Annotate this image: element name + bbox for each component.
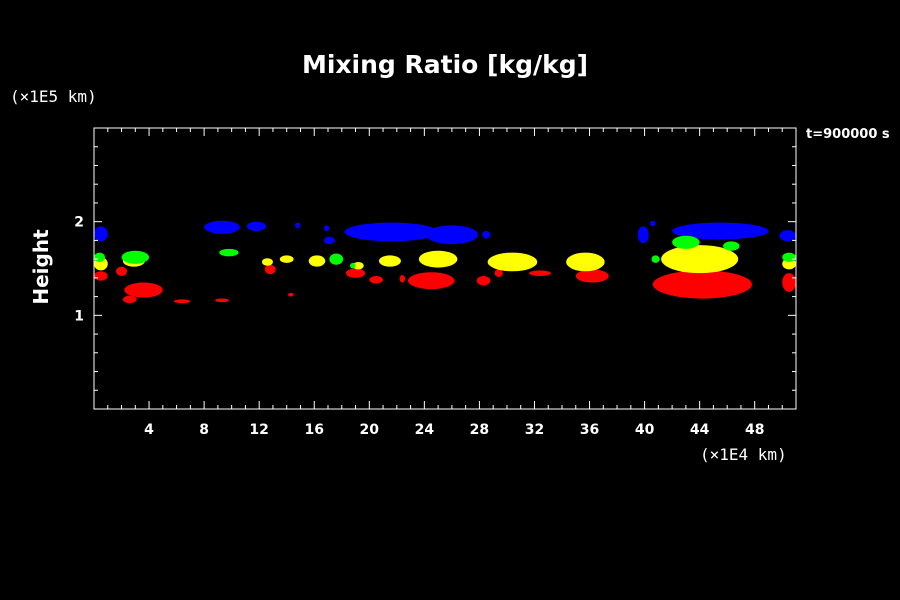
y-unit-label: (×1E5 km) [10, 87, 97, 106]
plot-frame [93, 127, 797, 410]
yellow-region [661, 245, 739, 274]
blue-region [294, 222, 301, 229]
red-region [215, 298, 229, 303]
red-region [264, 264, 276, 275]
red-region [345, 268, 366, 278]
green-region [651, 255, 660, 263]
green-region [219, 248, 239, 257]
x-tick-label: 8 [199, 422, 209, 438]
y-tick-label: 1 [74, 308, 84, 324]
x-tick-label: 24 [415, 422, 435, 438]
yellow-region [308, 255, 326, 267]
blue-region [94, 226, 108, 242]
red-region [173, 299, 191, 304]
x-tick-label: 20 [360, 422, 380, 438]
time-label: t=900000 s [806, 127, 890, 142]
red-region [369, 275, 384, 284]
x-tick-label: 40 [635, 422, 655, 438]
yellow-region [487, 252, 538, 272]
chart-title: Mixing Ratio [kg/kg] [302, 50, 588, 79]
green-region [723, 241, 740, 251]
red-region [476, 275, 491, 286]
red-region [116, 266, 128, 276]
x-tick-label: 4 [144, 422, 154, 438]
data-regions [94, 220, 797, 304]
green-region [782, 252, 797, 262]
red-region [528, 270, 551, 276]
yellow-region [352, 261, 364, 270]
yellow-region [378, 255, 401, 267]
blue-region [323, 225, 330, 232]
y-axis-label: Height [29, 229, 53, 305]
red-region [94, 271, 108, 281]
x-tick-label: 44 [690, 422, 710, 438]
blue-region [637, 226, 649, 244]
x-tick-label: 12 [249, 422, 268, 438]
x-tick-label: 48 [745, 422, 764, 438]
red-region [122, 295, 137, 304]
blue-region [425, 225, 479, 245]
green-region [672, 235, 700, 249]
blue-region [246, 221, 267, 232]
blue-region [204, 220, 240, 234]
blue-region [344, 222, 439, 242]
red-region [124, 282, 163, 298]
green-region [121, 250, 150, 264]
x-unit-label: (×1E4 km) [700, 445, 787, 464]
red-region [399, 275, 406, 283]
yellow-region [261, 258, 273, 266]
red-region [575, 269, 609, 283]
red-region [407, 272, 455, 290]
green-region [350, 262, 356, 269]
blue-region [650, 220, 656, 227]
x-tick-label: 32 [525, 422, 544, 438]
x-tick-label: 16 [304, 422, 323, 438]
green-region [329, 253, 344, 265]
red-region [652, 270, 752, 299]
x-tick-label: 28 [470, 422, 489, 438]
yellow-region [566, 252, 605, 272]
green-region [94, 252, 106, 262]
red-region [288, 292, 294, 297]
blue-region [482, 231, 491, 239]
red-region [782, 273, 797, 292]
blue-region [323, 236, 335, 245]
yellow-region [418, 250, 458, 268]
blue-region [672, 222, 769, 240]
blue-region [779, 230, 796, 242]
y-tick-label: 2 [74, 215, 84, 231]
red-region [494, 269, 503, 277]
yellow-region [279, 255, 294, 263]
x-tick-label: 36 [580, 422, 599, 438]
